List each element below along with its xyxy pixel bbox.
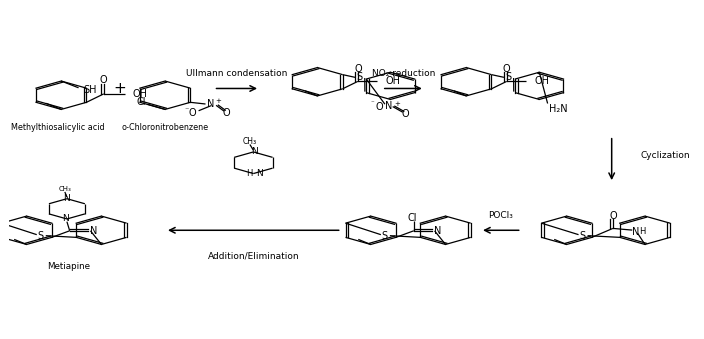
Text: N: N <box>632 227 639 237</box>
Text: S: S <box>382 231 387 241</box>
Text: O: O <box>189 108 196 118</box>
Text: O: O <box>375 102 383 112</box>
Text: +: + <box>114 81 127 96</box>
Text: Cl: Cl <box>136 97 146 107</box>
Text: O: O <box>609 211 617 221</box>
Text: POCl₃: POCl₃ <box>489 211 513 220</box>
Text: O: O <box>222 108 230 118</box>
Text: S: S <box>357 72 363 82</box>
Text: Cl: Cl <box>408 213 417 223</box>
Text: SH: SH <box>83 85 97 95</box>
Text: H: H <box>639 227 646 236</box>
Text: Methylthiosalicylic acid: Methylthiosalicylic acid <box>11 123 105 133</box>
Text: ⁻: ⁻ <box>184 105 189 114</box>
Text: CH₃: CH₃ <box>243 137 257 146</box>
Text: H₂N: H₂N <box>549 104 568 114</box>
Text: OH: OH <box>534 76 549 86</box>
Text: N: N <box>256 169 263 178</box>
Text: O: O <box>354 64 362 74</box>
Text: N: N <box>434 226 441 236</box>
Text: +: + <box>215 98 221 104</box>
Text: S: S <box>505 72 512 82</box>
Text: +: + <box>394 100 401 106</box>
Text: S: S <box>37 231 43 241</box>
Text: Addition/Elimination: Addition/Elimination <box>208 251 299 260</box>
Text: S: S <box>579 231 585 241</box>
Text: o-Chloronitrobenzene: o-Chloronitrobenzene <box>122 123 208 133</box>
Text: O: O <box>503 64 510 74</box>
Text: NO₂ reduction: NO₂ reduction <box>372 69 435 78</box>
Text: Metiapine: Metiapine <box>46 262 89 271</box>
Text: ⁻: ⁻ <box>370 100 375 106</box>
Text: H: H <box>246 170 253 178</box>
Text: Cyclization: Cyclization <box>641 152 691 160</box>
Text: OH: OH <box>386 76 401 86</box>
Text: Ullmann condensation: Ullmann condensation <box>186 69 287 78</box>
Text: O: O <box>402 108 410 119</box>
Text: N: N <box>208 99 215 109</box>
Text: N: N <box>62 215 69 223</box>
Text: N: N <box>89 226 97 236</box>
Text: CH₃: CH₃ <box>58 185 71 192</box>
Text: N: N <box>251 147 258 156</box>
Text: O: O <box>100 75 108 85</box>
Text: OH: OH <box>133 89 148 99</box>
Text: N: N <box>63 194 70 202</box>
Text: N: N <box>385 101 393 111</box>
